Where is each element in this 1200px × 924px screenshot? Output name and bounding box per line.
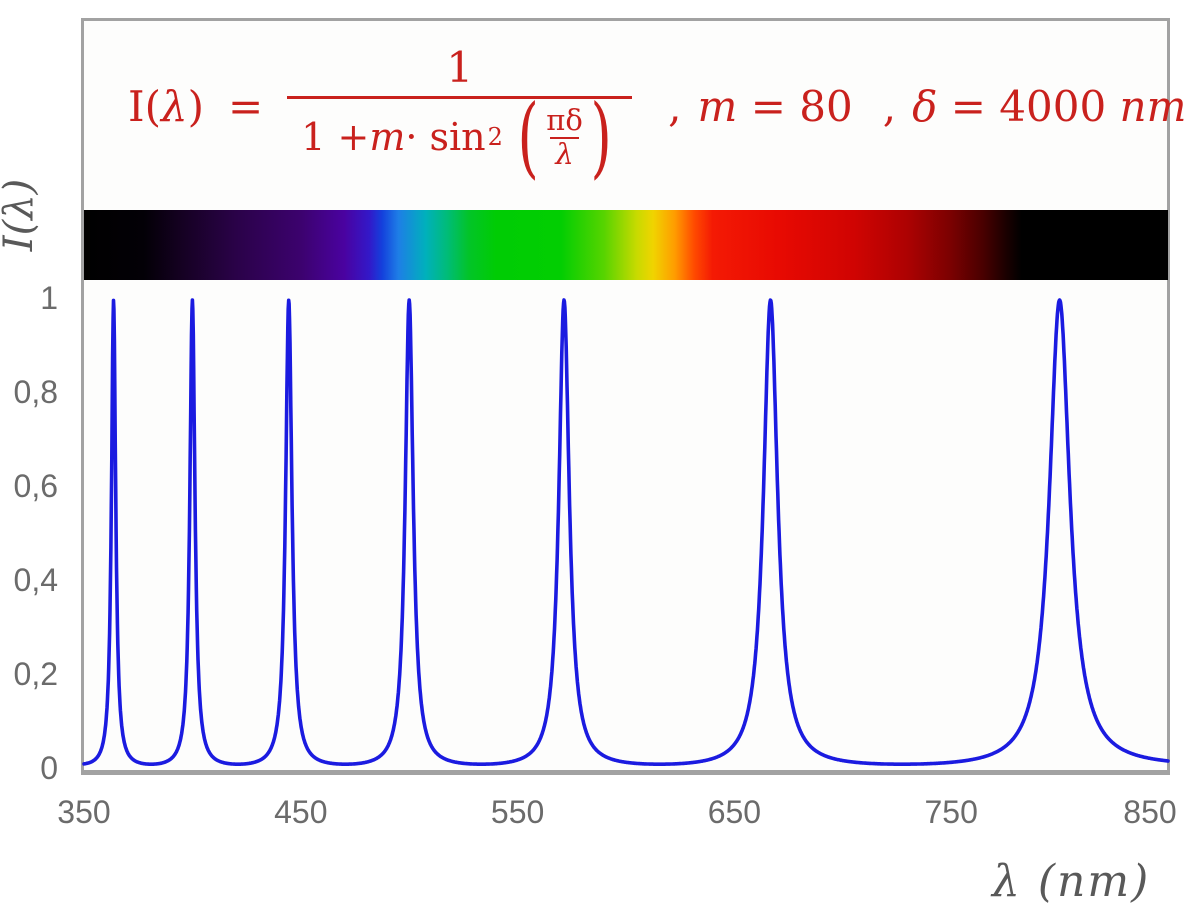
x-tick-label: 550 xyxy=(490,794,545,830)
y-tick-label: 0,8 xyxy=(13,374,58,411)
formula-annotation: I(λ) = 1 1 + m · sin 2 ( πδ λ ) , m = 80 … xyxy=(128,22,1186,190)
param-m: m = 80 xyxy=(697,81,853,131)
y-tick-label: 0 xyxy=(40,750,58,787)
visible-spectrum-bar xyxy=(84,210,1168,280)
x-tick-label: 650 xyxy=(707,794,762,830)
y-tick-label: 1 xyxy=(40,280,58,317)
inner-fraction: πδ λ xyxy=(546,105,583,169)
x-axis-title: λ (nm) xyxy=(992,856,1151,907)
inner-denominator: λ xyxy=(550,136,579,169)
formula-fraction: 1 1 + m · sin 2 ( πδ λ ) xyxy=(287,43,633,181)
y-tick-label: 0,2 xyxy=(13,656,58,693)
y-tick-label: 0,6 xyxy=(13,468,58,505)
x-tick-label: 450 xyxy=(274,794,328,830)
y-axis-title: I(λ) xyxy=(0,178,42,252)
x-tick-label: 750 xyxy=(924,794,978,830)
comma: , xyxy=(668,81,682,131)
param-delta: δ = 4000 nm xyxy=(912,81,1187,131)
comma: , xyxy=(882,81,897,131)
formula-equals: = xyxy=(228,81,264,131)
x-tick-label: 350 xyxy=(57,794,111,830)
fraction-numerator: 1 xyxy=(446,43,474,93)
x-tick-label: 850 xyxy=(1123,794,1177,830)
inner-numerator: πδ xyxy=(546,103,583,138)
fraction-denominator: 1 + m · sin 2 ( πδ λ ) xyxy=(287,93,633,181)
formula-lhs: I(λ) xyxy=(128,81,204,131)
y-tick-label: 0,4 xyxy=(13,562,58,599)
